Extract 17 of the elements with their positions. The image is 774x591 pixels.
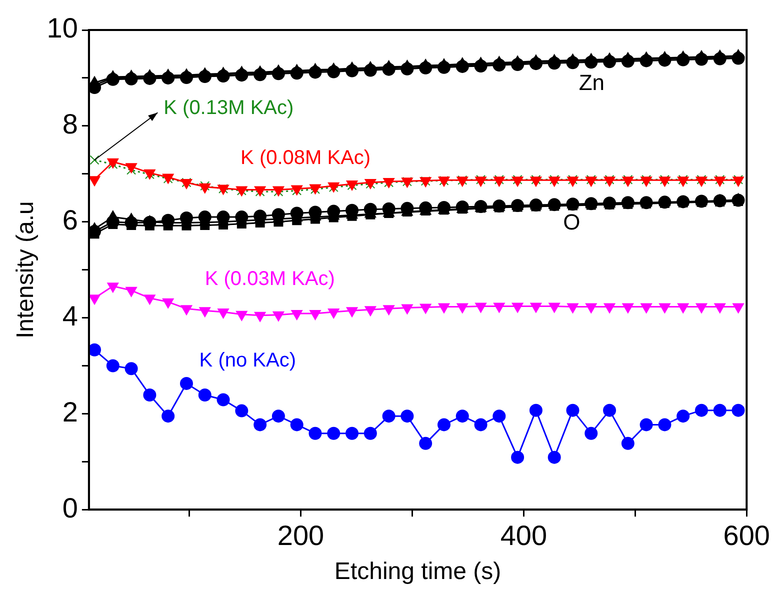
y-tick-label: 10 <box>46 12 78 44</box>
y-axis-title: Intensity (a.u <box>12 201 40 339</box>
y-tick-label: 6 <box>62 204 78 236</box>
x-tick-label: 600 <box>723 520 770 552</box>
x-tick-label: 200 <box>277 520 324 552</box>
x-tick-label: 400 <box>500 520 548 552</box>
y-tick-label: 8 <box>62 108 78 140</box>
series-label: K (no KAc) <box>199 349 296 372</box>
y-tick-label: 2 <box>62 396 78 428</box>
y-tick-label: 0 <box>62 492 78 524</box>
series-label: K (0.03M KAc) <box>204 268 335 290</box>
annotation: O <box>563 209 580 234</box>
y-tick-label: 4 <box>62 300 78 332</box>
text: K (0.13M KAc) <box>164 97 294 120</box>
x-axis-title: Etching time (s) <box>334 558 502 586</box>
series-label: K (0.08M KAc) <box>240 147 371 170</box>
annotation: Zn <box>578 70 605 95</box>
